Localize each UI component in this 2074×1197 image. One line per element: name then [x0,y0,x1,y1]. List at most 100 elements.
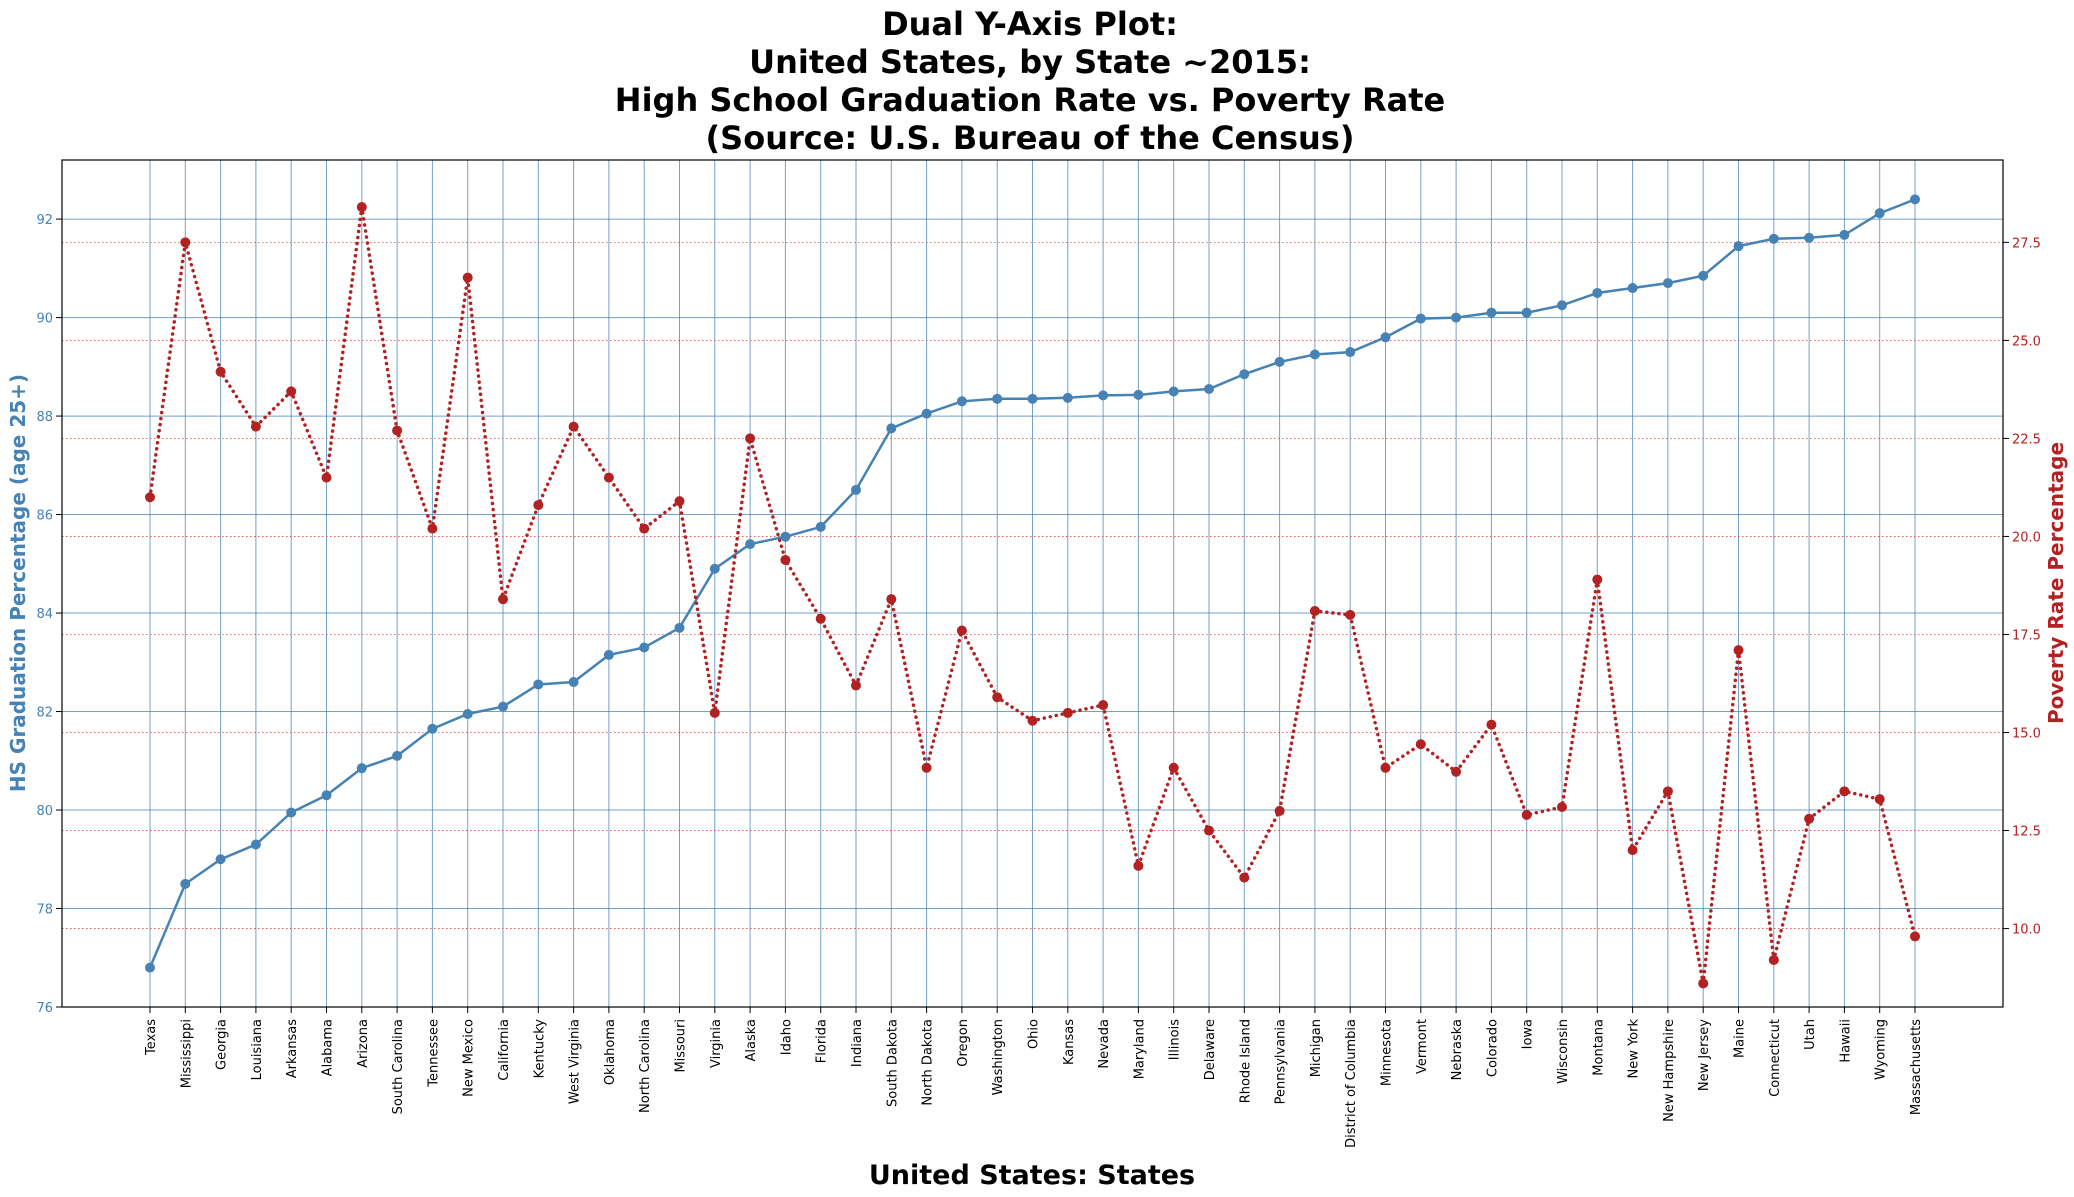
poverty-rate-point [1627,845,1638,856]
y-axis-right-label: Poverty Rate Percentage [2044,442,2068,724]
poverty-rate-point [1733,645,1744,656]
x-tick-label: Tennessee [426,1019,441,1088]
right-tick-label: 27.5 [2012,236,2041,251]
x-tick-label: Oregon [956,1019,971,1067]
graduation-rate-point [1415,313,1426,324]
graduation-rate-point [462,708,473,719]
graduation-rate-point [321,790,332,801]
left-axis-ticks: 76 78 80 82 84 86 88 90 92 [36,213,62,1016]
graduation-rate-point [286,807,297,818]
graduation-rate-point [992,393,1003,404]
poverty-rate-point [780,554,791,565]
graduation-rate-point [851,484,861,495]
x-tick-label: Florida [815,1019,830,1063]
x-tick-label: Wisconsin [1556,1019,1571,1084]
poverty-rate-point [992,692,1003,703]
graduation-rate-point [1627,283,1638,294]
poverty-rate-point [1910,931,1920,942]
poverty-rate-point [1486,719,1497,730]
left-tick-label: 86 [36,509,53,524]
poverty-rate-point [1168,762,1179,773]
graduation-rate-point [1451,312,1462,323]
x-tick-label: Kentucky [532,1019,547,1079]
x-tick-label: Kansas [1062,1019,1077,1065]
x-tick-label: Maryland [1132,1019,1147,1079]
poverty-rate-point [815,613,826,624]
graduation-rate-point [1839,229,1850,240]
graduation-rate-point [709,563,720,574]
x-tick-label: New Mexico [462,1019,477,1097]
x-tick-label: Connecticut [1768,1019,1783,1097]
poverty-rate-point [1698,978,1709,989]
graduation-rate-point [1380,332,1391,343]
x-tick-label: New Hampshire [1662,1019,1677,1122]
graduation-rate-point [886,423,897,434]
graduation-rate-point [1910,194,1920,205]
x-tick-label: South Carolina [391,1019,406,1114]
chart-title-line-1: Dual Y-Axis Plot: [882,5,1178,43]
poverty-rate-point [1874,794,1885,805]
poverty-rate-point [1521,809,1532,820]
graduation-rate-point [1768,233,1779,244]
poverty-rate-point [286,386,297,397]
poverty-rate-point [921,762,932,773]
graduation-rate-point [639,642,650,653]
graduation-rate-point [1557,300,1567,311]
poverty-rate-point [215,366,226,377]
poverty-rate-point [392,425,403,436]
grid-layer [62,160,2003,1008]
series-layer [145,194,1920,989]
x-tick-label: Alabama [321,1019,336,1076]
x-tick-label: North Carolina [638,1019,653,1113]
left-tick-label: 92 [36,213,53,228]
right-tick-label: 12.5 [2012,825,2041,840]
graduation-rate-point [1874,208,1885,219]
x-tick-label: Arizona [356,1019,371,1068]
x-tick-label: Wyoming [1874,1019,1889,1080]
x-tick-label: Iowa [1521,1019,1536,1049]
graduation-rate-point [1592,287,1603,298]
graduation-rate-point [603,649,614,660]
x-tick-label: South Dakota [885,1019,900,1107]
x-tick-label: New York [1627,1019,1642,1079]
x-tick-label: Nevada [1097,1019,1112,1069]
poverty-rate-point [956,625,967,636]
x-tick-label: Alaska [744,1019,759,1062]
graduation-rate-point [427,723,438,734]
poverty-rate-point [1415,739,1426,750]
poverty-rate-point [533,500,544,511]
x-tick-label: Michigan [1309,1019,1324,1077]
x-tick-label: Idaho [779,1019,794,1055]
chart-title-line-2: United States, by State ~2015: [749,43,1311,81]
poverty-rate-point [462,272,473,283]
x-tick-label: New Jersey [1697,1019,1712,1091]
poverty-rate-point [1239,872,1250,883]
left-tick-label: 76 [36,1001,53,1016]
graduation-rate-point [356,763,367,774]
graduation-rate-point [956,396,967,407]
poverty-rate-point [1204,825,1214,836]
poverty-rate-point [1274,805,1285,816]
graduation-rate-point [1486,307,1497,318]
poverty-rate-point [1804,813,1815,824]
x-tick-label: Rhode Island [1238,1019,1253,1103]
poverty-rate-point [1451,766,1462,777]
poverty-rate-point [639,523,650,534]
right-tick-label: 22.5 [2012,432,2041,447]
y-axis-left-label: HS Graduation Percentage (age 25+) [6,374,30,792]
chart-title: Dual Y-Axis Plot: United States, by Stat… [615,5,1445,157]
graduation-rate-point [568,676,579,687]
poverty-rate-point [1662,786,1673,797]
graduation-rate-point [1733,241,1744,252]
x-tick-label: Maine [1733,1019,1748,1058]
graduation-rate-point [674,622,685,633]
x-tick-label: Oklahoma [603,1019,618,1085]
right-tick-label: 25.0 [2012,334,2041,349]
x-tick-label: Minnesota [1380,1019,1395,1086]
graduation-rate-point [1274,356,1285,367]
x-tick-label: Mississippi [179,1019,194,1088]
right-tick-label: 17.5 [2012,628,2041,643]
x-tick-label: Montana [1591,1019,1606,1076]
graduation-rate-point [250,839,261,850]
x-tick-label: Illinois [1168,1019,1183,1060]
